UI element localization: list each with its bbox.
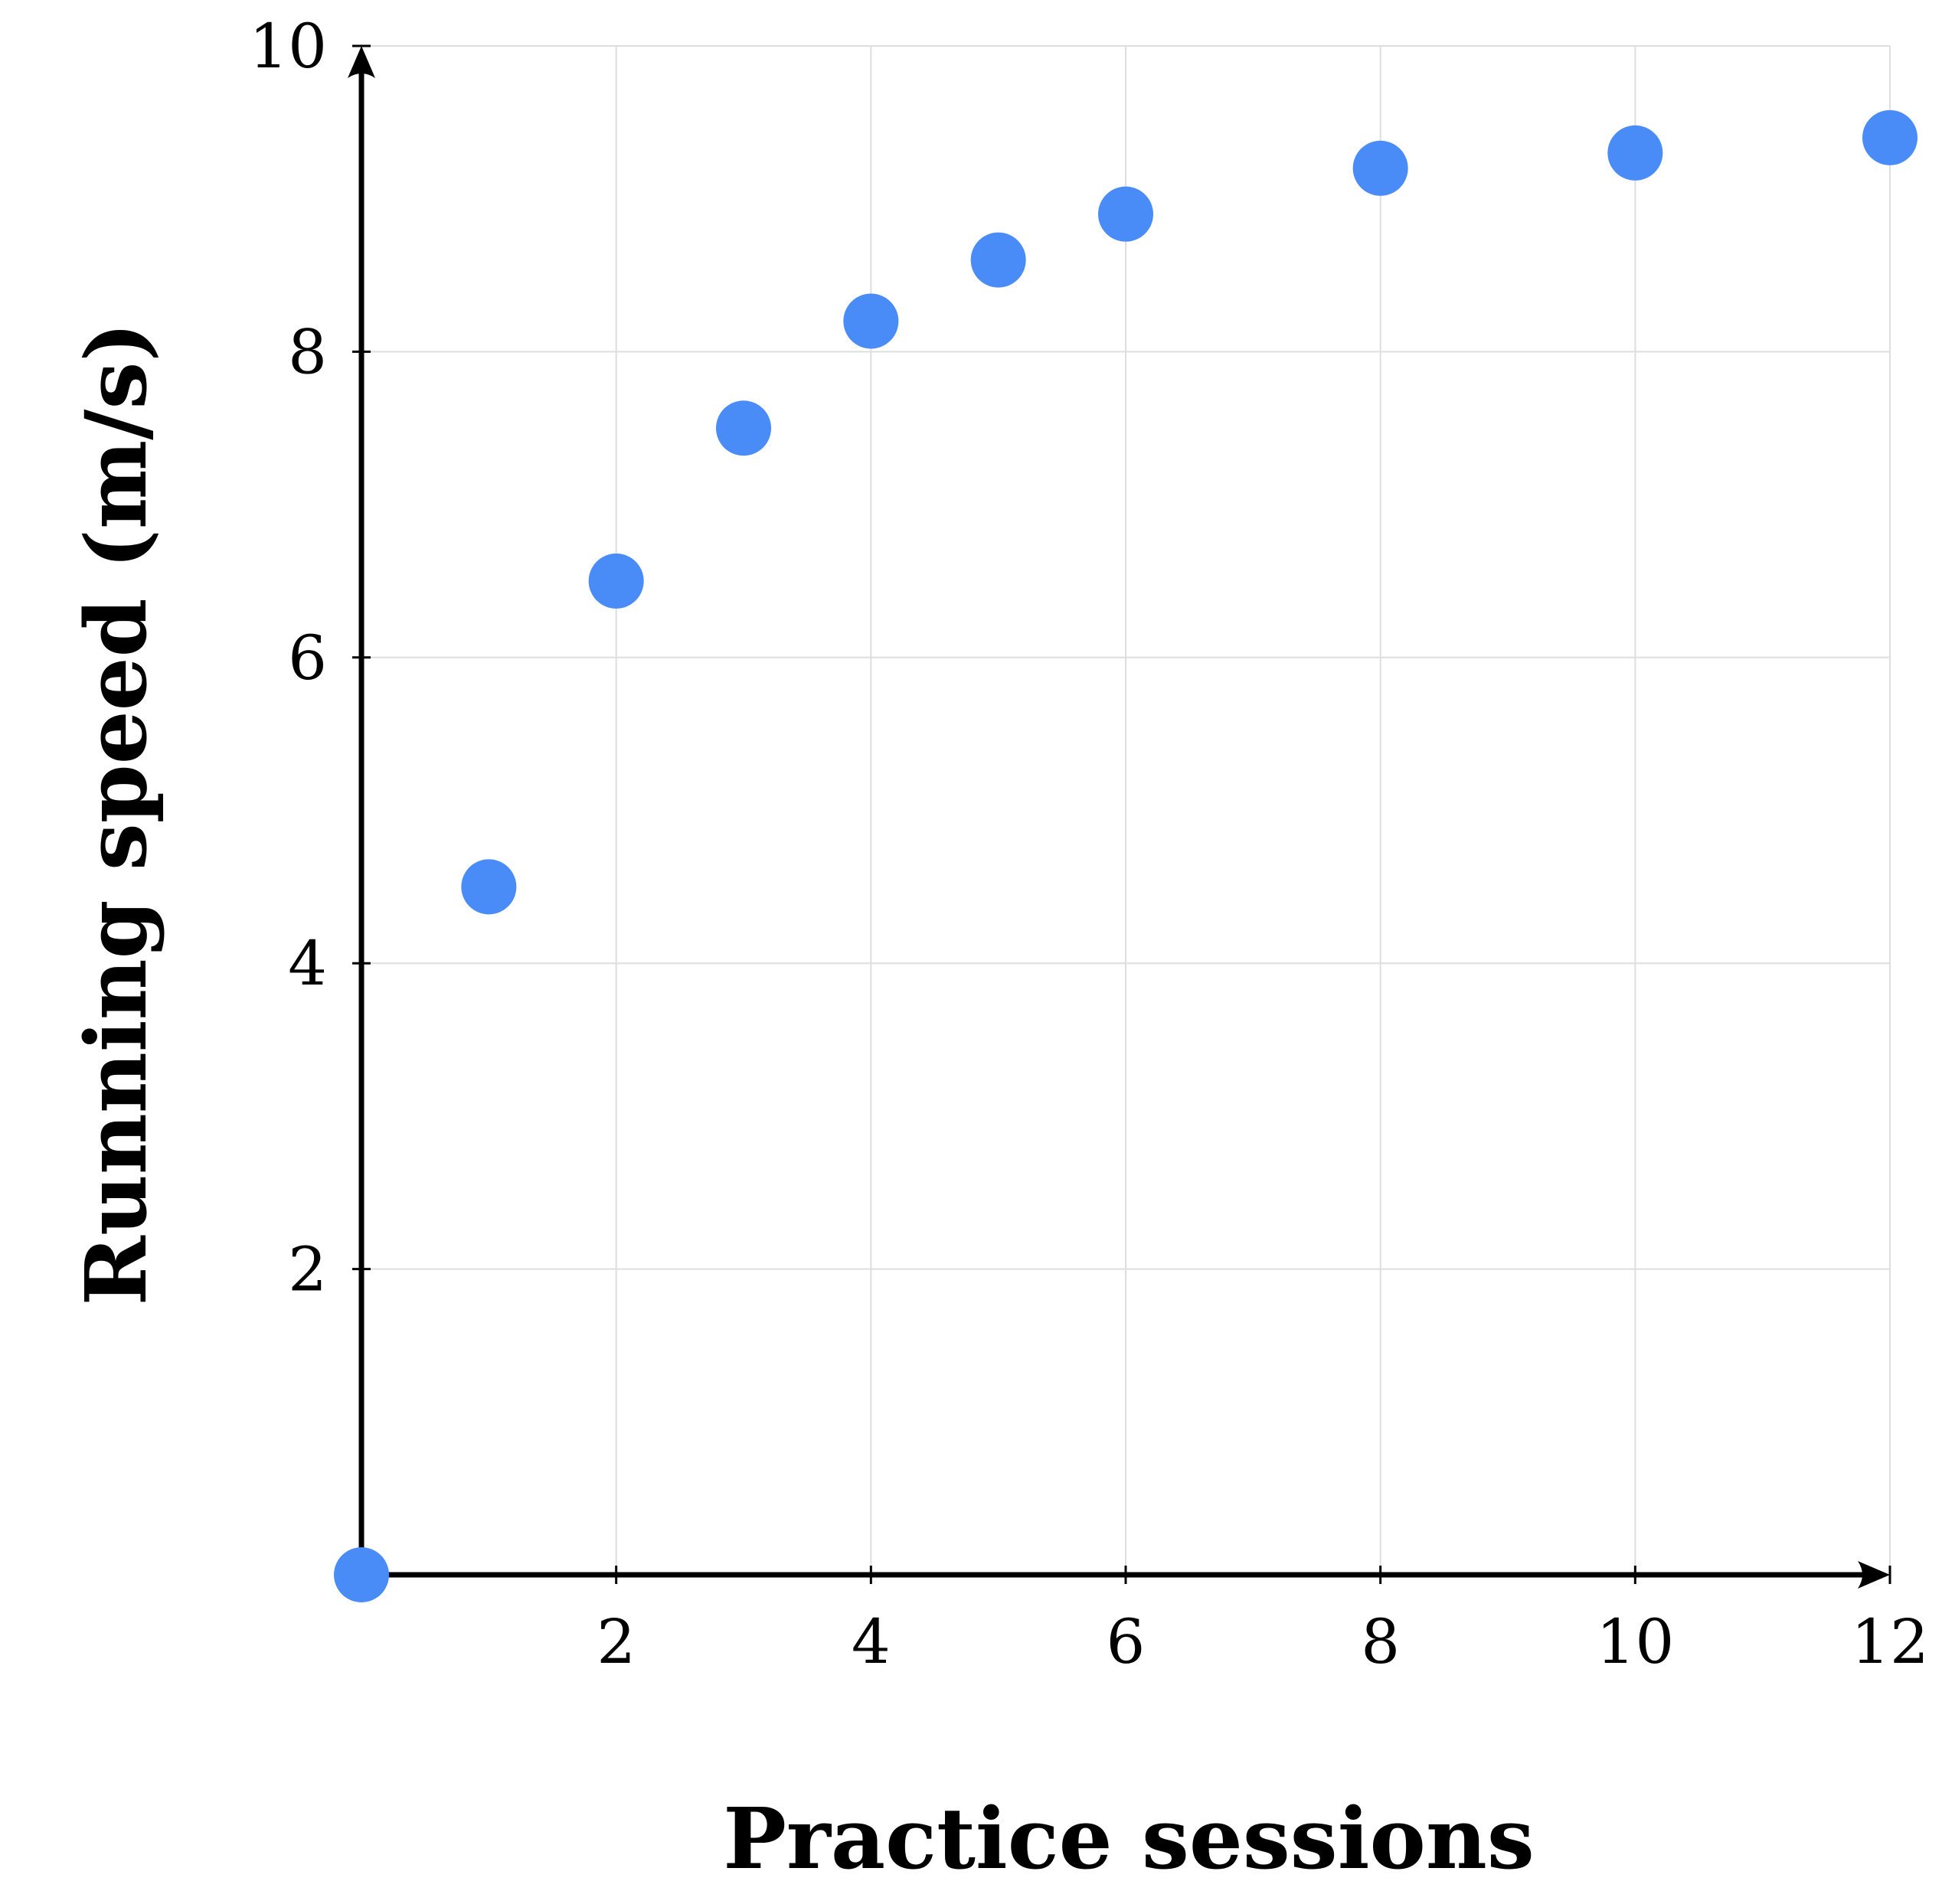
data-point [843,293,899,349]
x-tick-label: 10 [1596,1606,1674,1677]
y-tick-label: 2 [288,1234,327,1305]
data-point [461,859,517,915]
x-tick-label: 12 [1851,1606,1929,1677]
data-point [1352,140,1408,196]
x-axis-arrow [1858,1561,1890,1589]
axes [348,46,1890,1589]
y-tick-label: 6 [288,622,327,694]
y-tick-label: 10 [249,11,327,82]
x-tick-label: 8 [1361,1606,1400,1677]
y-axis-arrow [348,46,375,78]
data-points [334,109,1917,1602]
data-point [716,400,771,456]
data-point [1862,109,1917,165]
grid-lines [361,45,1891,1575]
data-point [1098,186,1153,242]
data-point [588,553,644,609]
y-axis-title: Running speed (m/s) [67,322,165,1306]
y-tick-label: 8 [288,316,327,387]
x-axis-title: Practice sessions [723,1789,1535,1888]
tick-marks [352,44,1891,1584]
x-tick-label: 4 [852,1606,891,1677]
data-point [334,1547,389,1602]
tick-labels: 2 4 6 8 10 12 2 4 6 8 10 [249,11,1929,1677]
data-point [970,232,1026,288]
x-tick-label: 2 [597,1606,636,1677]
y-tick-label: 4 [288,928,327,999]
data-point [1607,125,1663,181]
x-tick-label: 6 [1107,1606,1146,1677]
